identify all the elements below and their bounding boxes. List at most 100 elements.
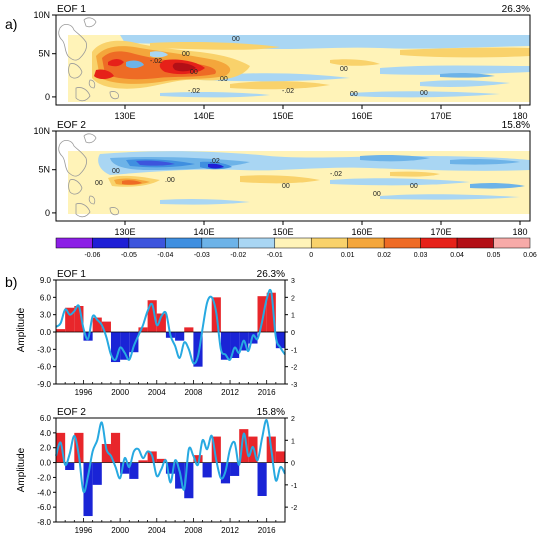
eof2-map-title: EOF 2: [57, 120, 86, 131]
eof1-lon-label: 180: [512, 111, 527, 121]
eof1-contour-label: -.02: [188, 88, 200, 95]
eof1-ytick-label: -6.0: [37, 363, 51, 372]
eof2-bar: [83, 462, 93, 517]
colorbar-label: 0.06: [523, 252, 537, 259]
eof2-y2tick-label: 0: [291, 461, 295, 468]
eof2-bar: [184, 462, 194, 499]
eof1-contour-label: 00: [420, 90, 428, 97]
colorbar-label: -0.04: [157, 252, 173, 259]
eof2-ytick-label: 0.0: [40, 459, 52, 468]
eof2-lat-label: 10N: [33, 126, 50, 136]
eof1-contour-label: 00: [340, 66, 348, 73]
eof1-timeseries: EOF 1 26.3% 9.0 6.0 3.0 0.0 -3.0 -6.0 -9.0 3 2 1 0 -1…: [16, 269, 297, 397]
eof1-ts-variance: 26.3%: [257, 269, 285, 280]
eof2-bar: [92, 462, 102, 485]
eof2-bar: [193, 455, 203, 463]
eof2-contour-label: 00: [282, 183, 290, 190]
eof1-ylabel: Amplitude: [16, 307, 27, 352]
eof1-pc-line: [55, 288, 286, 365]
eof1-xtick-label: 2012: [221, 388, 239, 397]
panel-label-b: b): [5, 274, 17, 290]
eof2-lon-label: 130E: [114, 227, 135, 237]
colorbar-label: 0.01: [341, 252, 355, 259]
eof2-xtick-label: 2016: [258, 526, 276, 535]
eof2-bar: [156, 458, 166, 463]
eof1-xtick-label: 2004: [148, 388, 166, 397]
eof2-y2tick-label: -2: [291, 505, 297, 512]
colorbar-label: 0.03: [414, 252, 428, 259]
eof2-ytick-label: -4.0: [37, 488, 51, 497]
eof1-lat-label: 0: [45, 92, 50, 102]
eof1-lon-label: 150E: [272, 111, 293, 121]
eof1-xtick-label: 2008: [185, 388, 203, 397]
colorbar-swatch: [274, 237, 312, 249]
colorbar-label: -0.01: [267, 252, 283, 259]
eof1-bar: [138, 327, 148, 332]
eof2-ylabel: Amplitude: [16, 447, 27, 492]
eof2-lat-label: 0: [45, 208, 50, 218]
colorbar-label: -0.06: [84, 252, 100, 259]
eof1-y2tick-label: 2: [291, 295, 295, 302]
eof1-bar: [257, 296, 267, 332]
eof2-bar: [257, 462, 267, 496]
eof2-timeseries: EOF 2 15.8% 6.0 4.0 2.0 0.0 -2.0 -4.0 -6.0 -8.0 2 1…: [16, 407, 297, 535]
colorbar-swatch: [493, 237, 531, 249]
eof2-ytick-label: -6.0: [37, 503, 51, 512]
eof2-bar: [110, 432, 121, 463]
eof1-y2tick-label: 0: [291, 330, 295, 337]
eof1-y2tick-label: -2: [291, 365, 297, 372]
eof1-bar: [120, 332, 130, 360]
eof1-contour-label: 00: [182, 51, 190, 58]
eof1-bar: [220, 332, 231, 360]
eof2-contour-label: .02: [210, 158, 220, 165]
colorbar-label: -0.02: [230, 252, 246, 259]
eof1-map-variance: 26.3%: [502, 4, 530, 15]
eof2-bar: [65, 462, 75, 470]
eof1-lon-label: 140E: [193, 111, 214, 121]
eof2-ts-frame: [55, 417, 286, 523]
eof2-bar: [211, 436, 221, 463]
eof2-xtick-label: 2012: [221, 526, 239, 535]
eof1-contour-label: 00: [232, 36, 240, 43]
eof2-contour-label: -.02: [330, 171, 342, 178]
colorbar-label: 0.05: [487, 252, 501, 259]
eof2-ts-variance: 15.8%: [257, 407, 285, 418]
eof1-xtick-label: 2000: [111, 388, 129, 397]
eof1-xtick-label: 2016: [258, 388, 276, 397]
eof1-bar: [101, 321, 111, 332]
eof1-xtick-label: 1996: [75, 388, 93, 397]
eof2-contour-label: 00: [373, 191, 381, 198]
eof2-y2tick-label: 1: [291, 438, 295, 445]
colorbar-swatch: [201, 237, 239, 249]
colorbar-label: -0.05: [121, 252, 137, 259]
colorbar-swatch: [165, 237, 203, 249]
colorbar-swatch: [310, 237, 348, 249]
eof1-ts-title: EOF 1: [57, 269, 86, 280]
eof1-bar: [275, 332, 285, 349]
eof1-y2tick-label: -1: [291, 347, 297, 354]
eof1-y2tick-label: 1: [291, 313, 295, 320]
colorbar-swatch: [420, 237, 458, 249]
eof1-lat-label: 5N: [38, 49, 50, 59]
eof2-bar: [275, 451, 285, 463]
eof1-ytick-label: 0.0: [40, 328, 52, 337]
eof1-bar: [266, 292, 276, 332]
eof2-lon-label: 170E: [430, 227, 451, 237]
eof2-lon-label: 140E: [193, 227, 214, 237]
eof1-contour-label: .00: [218, 76, 228, 83]
eof2-map-frame: [55, 130, 531, 222]
eof2-bar: [74, 432, 84, 463]
colorbar-label: 0: [309, 252, 313, 259]
eof1-contour-label: 00: [190, 69, 198, 76]
eof2-map-variance: 15.8%: [502, 120, 530, 131]
eof2-ts-title: EOF 2: [57, 407, 86, 418]
eof2-y2tick-label: -1: [291, 483, 297, 490]
eof1-lat-label: 10N: [33, 10, 50, 20]
colorbar-label: -0.03: [194, 252, 210, 259]
eof1-ytick-label: 9.0: [40, 276, 52, 285]
eof1-map-frame: [55, 14, 531, 106]
eof2-lon-label: 180: [512, 227, 527, 237]
eof1-contour-label: -.02: [150, 58, 162, 65]
eof1-y2tick-label: -3: [291, 382, 297, 389]
